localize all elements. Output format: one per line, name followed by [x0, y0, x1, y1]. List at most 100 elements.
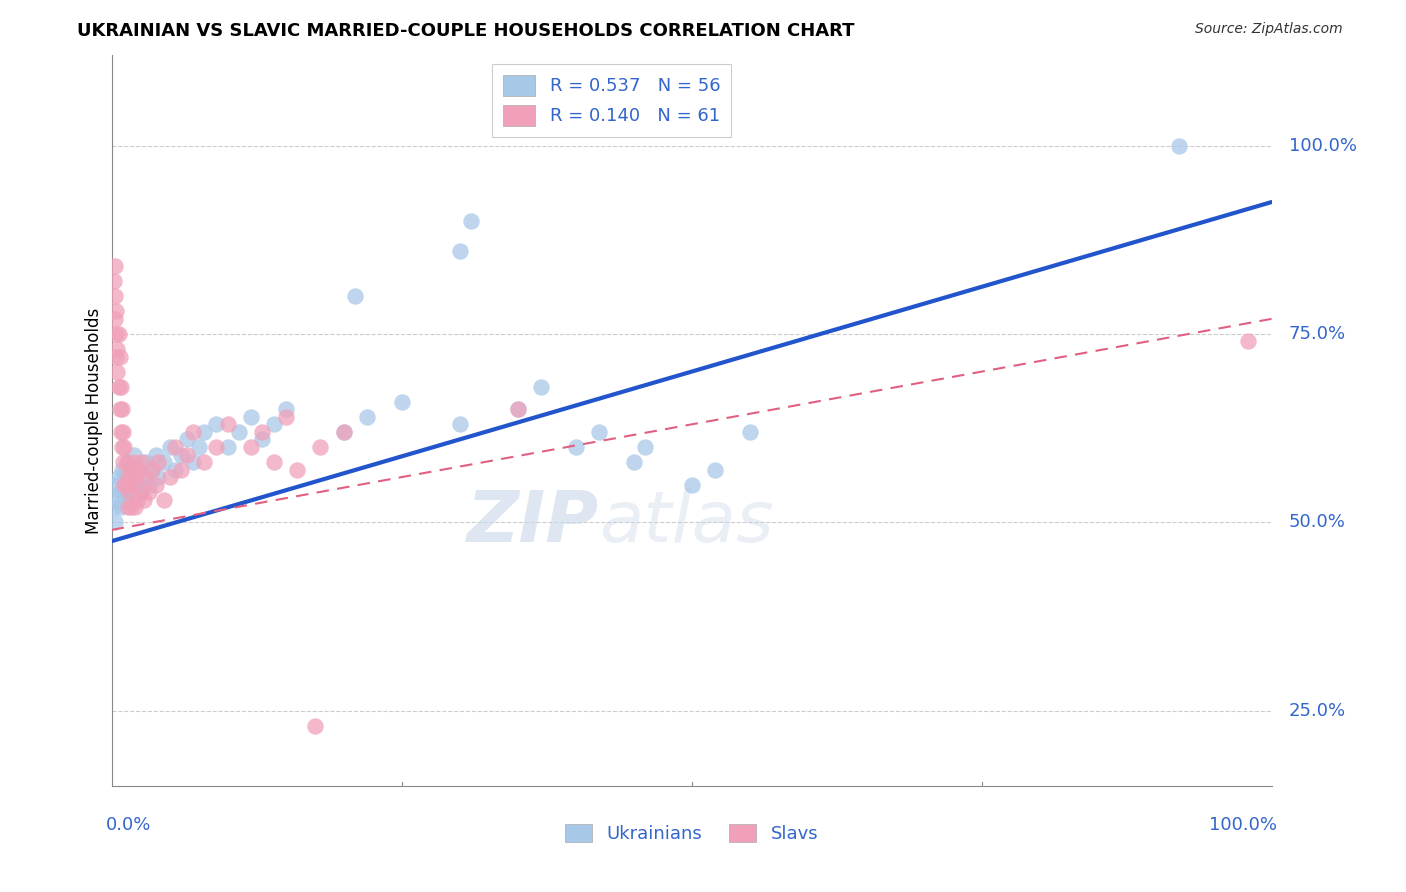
Point: [105, 304, 128, 318]
Point: [588, 425, 610, 439]
Point: [108, 350, 131, 364]
Point: [120, 485, 142, 500]
Point: [108, 402, 131, 417]
Point: [356, 409, 378, 424]
Point: [104, 311, 127, 326]
Point: [124, 477, 146, 491]
Point: [122, 455, 145, 469]
Point: [129, 485, 152, 500]
Point: [449, 244, 471, 258]
Text: 100.0%: 100.0%: [1289, 136, 1357, 154]
Point: [112, 470, 135, 484]
Point: [165, 462, 187, 476]
Text: 0.0%: 0.0%: [105, 816, 152, 834]
Y-axis label: Married-couple Households: Married-couple Households: [86, 308, 103, 533]
Point: [145, 448, 167, 462]
Point: [138, 485, 160, 500]
Point: [205, 417, 228, 432]
Point: [112, 425, 135, 439]
Point: [112, 455, 135, 469]
Point: [309, 440, 332, 454]
Point: [146, 455, 169, 469]
Point: [274, 409, 297, 424]
Point: [228, 425, 250, 439]
Point: [125, 470, 148, 484]
Point: [132, 492, 155, 507]
Text: 75.0%: 75.0%: [1289, 325, 1346, 343]
Point: [146, 470, 169, 484]
Point: [506, 402, 529, 417]
Point: [217, 440, 239, 454]
Point: [263, 417, 285, 432]
Point: [104, 259, 127, 273]
Point: [115, 477, 138, 491]
Point: [120, 500, 142, 515]
Point: [131, 455, 153, 469]
Point: [159, 440, 181, 454]
Point: [121, 470, 143, 484]
Point: [111, 402, 134, 417]
Point: [181, 425, 204, 439]
Point: [138, 477, 160, 491]
Point: [110, 500, 132, 515]
Point: [252, 433, 274, 447]
Text: 100.0%: 100.0%: [1209, 816, 1277, 834]
Point: [170, 448, 193, 462]
Point: [118, 485, 141, 500]
Point: [120, 462, 142, 476]
Point: [127, 462, 149, 476]
Text: UKRAINIAN VS SLAVIC MARRIED-COUPLE HOUSEHOLDS CORRELATION CHART: UKRAINIAN VS SLAVIC MARRIED-COUPLE HOUSE…: [77, 22, 855, 40]
Point: [141, 462, 163, 476]
Point: [1237, 334, 1260, 349]
Point: [108, 485, 131, 500]
Legend: R = 0.537   N = 56, R = 0.140   N = 61: R = 0.537 N = 56, R = 0.140 N = 61: [492, 64, 731, 136]
Point: [118, 477, 141, 491]
Point: [1167, 138, 1189, 153]
Point: [104, 516, 127, 530]
Point: [274, 402, 297, 417]
Point: [304, 719, 326, 733]
Point: [112, 440, 135, 454]
Point: [344, 289, 367, 303]
Point: [239, 409, 262, 424]
Point: [285, 462, 308, 476]
Point: [112, 485, 135, 500]
Point: [449, 417, 471, 432]
Point: [135, 470, 157, 484]
Point: [105, 477, 128, 491]
Point: [105, 326, 128, 341]
Point: [332, 425, 354, 439]
Point: [107, 365, 129, 379]
Point: [129, 485, 152, 500]
Point: [252, 425, 274, 439]
Point: [170, 462, 193, 476]
Point: [159, 470, 181, 484]
Point: [127, 492, 149, 507]
Point: [117, 455, 139, 469]
Point: [623, 455, 645, 469]
Point: [107, 380, 129, 394]
Point: [107, 326, 129, 341]
Point: [103, 274, 125, 288]
Point: [121, 477, 143, 491]
Point: [107, 342, 129, 356]
Point: [332, 425, 354, 439]
Point: [117, 500, 139, 515]
Point: [117, 470, 139, 484]
Point: [107, 492, 129, 507]
Point: [111, 462, 134, 476]
Point: [530, 380, 553, 394]
Point: [132, 470, 155, 484]
Point: [176, 433, 198, 447]
Point: [176, 448, 198, 462]
Point: [127, 462, 149, 476]
Point: [105, 350, 128, 364]
Point: [239, 440, 262, 454]
Point: [110, 425, 132, 439]
Point: [104, 289, 127, 303]
Point: [114, 477, 136, 491]
Point: [112, 477, 135, 491]
Point: [114, 492, 136, 507]
Point: [391, 394, 413, 409]
Point: [187, 440, 209, 454]
